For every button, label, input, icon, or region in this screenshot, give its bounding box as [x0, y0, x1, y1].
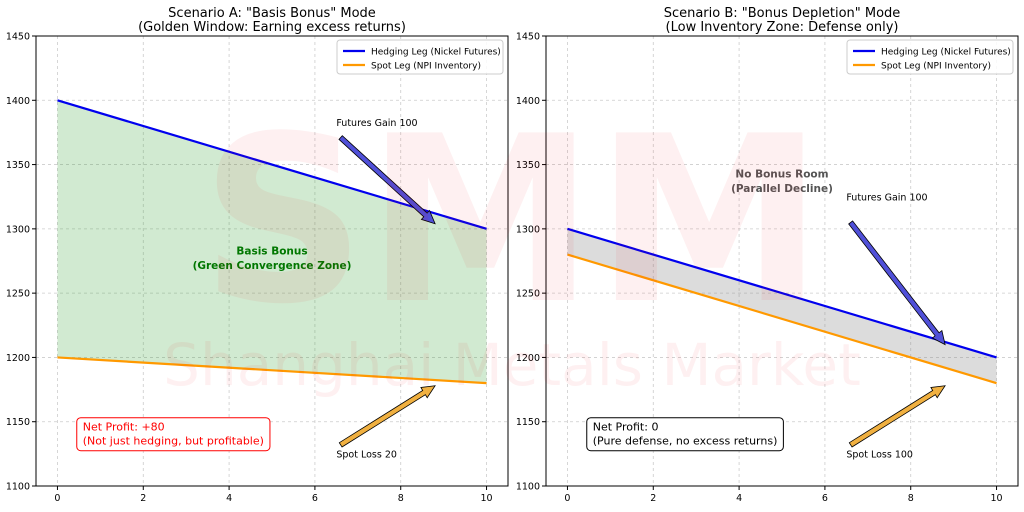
net-profit-note: (Pure defense, no excess returns) — [593, 435, 778, 448]
spot-leg-line — [567, 253, 997, 385]
y-tick-label: 1100 — [516, 482, 540, 493]
x-tick-label: 10 — [990, 493, 1002, 504]
legend-label: Hedging Leg (Nickel Futures) — [371, 48, 501, 58]
x-tick-label: 0 — [564, 493, 570, 504]
legend-label: Hedging Leg (Nickel Futures) — [881, 48, 1011, 58]
hedging-leg-line — [567, 227, 997, 359]
x-tick-label: 4 — [736, 493, 742, 504]
x-tick-label: 8 — [908, 493, 914, 504]
net-profit-text: Net Profit: 0 — [593, 421, 659, 434]
chart-title: Scenario B: "Bonus Depletion" Mode — [664, 6, 901, 21]
annotation-arrow — [848, 220, 946, 346]
net-profit-box — [586, 417, 784, 452]
x-tick-label: 6 — [822, 493, 828, 504]
axes-frame — [35, 35, 509, 487]
fill-region — [567, 228, 997, 384]
legend-label: Spot Leg (NPI Inventory) — [371, 62, 481, 72]
net-profit-box — [76, 417, 271, 452]
chart-panel-a: Scenario A: "Basis Bonus" Mode(Golden Wi… — [6, 6, 509, 504]
y-tick-label: 1350 — [516, 160, 540, 171]
y-tick-label: 1450 — [516, 32, 540, 43]
x-tick-label: 8 — [398, 493, 404, 504]
chart-subtitle: (Low Inventory Zone: Defense only) — [666, 20, 899, 35]
fill-label-subtitle: (Parallel Decline) — [731, 183, 833, 195]
chart-panel-b: Scenario B: "Bonus Depletion" Mode(Low I… — [516, 6, 1019, 504]
chart-subtitle: (Golden Window: Earning excess returns) — [138, 20, 406, 35]
annotation-arrow — [848, 385, 946, 448]
x-tick-label: 10 — [480, 493, 492, 504]
fill-label-title: Basis Bonus — [236, 246, 307, 258]
chart-title: Scenario A: "Basis Bonus" Mode — [168, 6, 376, 21]
y-tick-label: 1350 — [6, 160, 30, 171]
x-tick-label: 6 — [312, 493, 318, 504]
legend-box — [846, 39, 1014, 75]
x-tick-label: 2 — [140, 493, 146, 504]
y-tick-label: 1150 — [6, 417, 30, 428]
annotation-text: Futures Gain 100 — [846, 193, 927, 204]
annotation-text: Spot Loss 100 — [846, 450, 913, 461]
spot-leg-line — [57, 356, 487, 385]
y-tick-label: 1300 — [6, 224, 30, 235]
y-tick-label: 1100 — [6, 482, 30, 493]
y-tick-label: 1150 — [516, 417, 540, 428]
y-tick-label: 1450 — [6, 32, 30, 43]
fill-label-subtitle: (Green Convergence Zone) — [193, 260, 352, 272]
y-tick-label: 1250 — [516, 289, 540, 300]
annotation-text: Futures Gain 100 — [336, 118, 417, 129]
x-tick-label: 2 — [650, 493, 656, 504]
y-tick-label: 1200 — [6, 353, 30, 364]
y-tick-label: 1250 — [6, 289, 30, 300]
annotation-text: Spot Loss 20 — [336, 450, 397, 461]
y-tick-label: 1300 — [516, 224, 540, 235]
annotation-arrow — [338, 135, 436, 225]
fill-label-title: No Bonus Room — [735, 168, 828, 180]
y-tick-label: 1400 — [6, 96, 30, 107]
legend-label: Spot Leg (NPI Inventory) — [881, 62, 991, 72]
x-tick-label: 4 — [226, 493, 232, 504]
x-tick-label: 0 — [54, 493, 60, 504]
legend-box — [336, 39, 504, 75]
net-profit-text: Net Profit: +80 — [83, 421, 165, 434]
y-tick-label: 1200 — [516, 353, 540, 364]
axes-frame — [545, 35, 1019, 487]
net-profit-note: (Not just hedging, but profitable) — [83, 435, 264, 448]
annotation-arrow — [338, 385, 436, 448]
fill-region — [57, 100, 487, 384]
y-tick-label: 1400 — [516, 96, 540, 107]
